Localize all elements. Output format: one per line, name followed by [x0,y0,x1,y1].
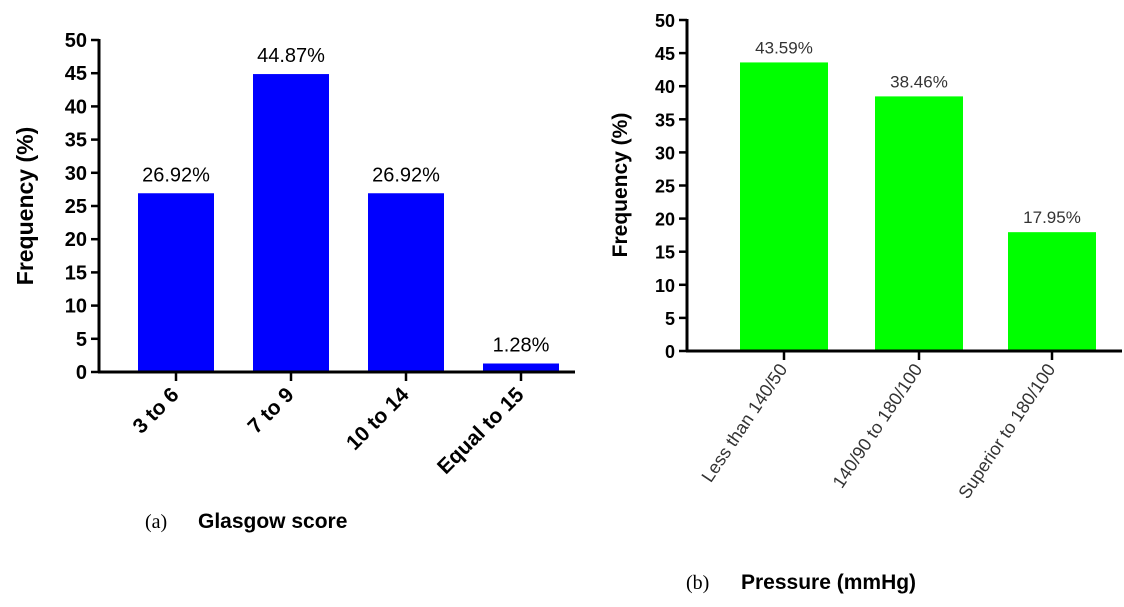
y-tick-label: 40 [655,77,675,97]
y-tick-label: 35 [655,110,675,130]
panel-label: (a) [145,511,167,533]
x-tick-label: Less than 140/50 [697,360,791,486]
y-tick-label: 10 [655,276,675,296]
bar-1 [138,193,214,372]
y-tick-label: 45 [65,63,87,85]
y-tick-label: 5 [76,329,87,351]
data-label: 17.95% [1023,208,1081,227]
x-tick-label: 140/90 to 180/100 [829,360,927,492]
bar-1 [740,62,828,351]
data-label: 44.87% [257,45,325,67]
y-tick-label: 35 [65,130,87,152]
x-axis-title: Glasgow score [198,510,347,533]
y-tick-label: 0 [665,342,675,362]
y-tick-label: 50 [65,30,87,52]
y-tick-label: 30 [65,163,87,185]
y-tick-label: 0 [76,362,87,384]
data-label: 43.59% [755,38,813,57]
y-tick-label: 40 [65,96,87,118]
y-tick-label: 25 [655,177,675,197]
data-label: 26.92% [142,164,210,186]
x-axis-title: Pressure (mmHg) [741,571,916,594]
x-tick-label: Superior to 180/100 [954,360,1059,502]
y-tick-label: 5 [665,309,675,329]
y-axis-title: Frequency (%) [609,113,632,258]
y-tick-label: 15 [65,262,87,284]
data-label: 26.92% [372,164,440,186]
bar-2 [253,74,329,372]
y-tick-label: 20 [655,210,675,230]
bar-3 [368,193,444,372]
data-label: 1.28% [493,335,550,357]
chart-glasgow-score: 0 5 10 15 20 25 30 35 40 45 50 3 to 6 26.92% 7 to 9 44… [12,30,575,533]
x-tick-label: 7 to 9 [243,383,298,438]
x-tick-label: Equal to 15 [433,383,529,479]
y-tick-label: 45 [655,44,675,64]
panel-label: (b) [686,572,709,594]
bar-2 [875,96,963,351]
x-tick-label: 10 to 14 [342,383,414,455]
x-tick-label: 3 to 6 [128,383,183,438]
bar-4 [483,363,559,372]
y-tick-label: 25 [65,196,87,218]
y-tick-label: 30 [655,143,675,163]
y-tick-label: 50 [655,11,675,31]
y-axis-title: Frequency (%) [12,127,38,285]
bar-3 [1008,232,1096,351]
y-tick-label: 15 [655,243,675,263]
data-label: 38.46% [890,72,948,91]
y-tick-label: 10 [65,296,87,318]
chart-pressure: 0 5 10 15 20 25 30 35 40 45 50 Less than 140/50 43.5… [609,11,1122,594]
y-tick-label: 20 [65,229,87,251]
